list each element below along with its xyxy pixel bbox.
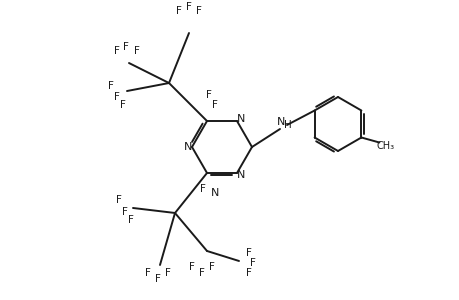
Text: F: F <box>200 184 206 194</box>
Text: N: N <box>276 117 285 127</box>
Text: F: F <box>155 274 161 284</box>
Text: F: F <box>114 46 120 56</box>
Text: F: F <box>246 248 252 258</box>
Text: F: F <box>114 92 120 102</box>
Text: F: F <box>199 268 205 278</box>
Text: F: F <box>208 262 214 272</box>
Text: F: F <box>206 90 212 100</box>
Text: N: N <box>184 142 192 152</box>
Text: CH₃: CH₃ <box>375 140 393 151</box>
Text: F: F <box>116 195 122 205</box>
Text: F: F <box>212 100 218 110</box>
Text: F: F <box>176 6 182 16</box>
Text: F: F <box>123 42 129 52</box>
Text: F: F <box>196 6 202 16</box>
Text: F: F <box>250 258 255 268</box>
Text: F: F <box>145 268 151 278</box>
Text: F: F <box>128 215 134 225</box>
Text: F: F <box>185 2 191 12</box>
Text: H: H <box>284 120 291 130</box>
Text: F: F <box>246 268 252 278</box>
Text: F: F <box>122 207 128 217</box>
Text: F: F <box>165 268 171 278</box>
Text: F: F <box>108 81 114 91</box>
Text: N: N <box>236 170 245 180</box>
Text: F: F <box>120 100 126 110</box>
Text: F: F <box>134 46 140 56</box>
Text: N: N <box>236 114 245 124</box>
Text: F: F <box>189 262 195 272</box>
Text: N: N <box>210 188 218 198</box>
